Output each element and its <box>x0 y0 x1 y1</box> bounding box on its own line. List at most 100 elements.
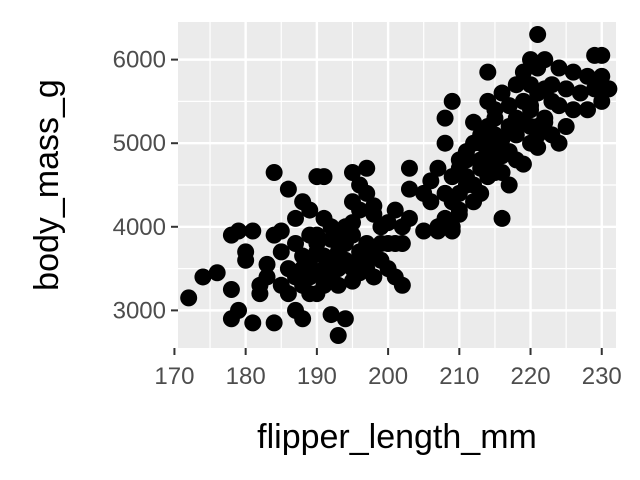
data-point <box>343 163 361 181</box>
data-point <box>222 280 240 298</box>
data-point <box>443 222 461 240</box>
x-tick-label: 170 <box>154 363 194 390</box>
x-tick-label: 180 <box>226 363 266 390</box>
data-point <box>557 80 575 98</box>
data-point <box>593 92 611 110</box>
data-point <box>600 80 618 98</box>
data-point <box>386 201 404 219</box>
data-point <box>301 201 319 219</box>
data-point <box>208 264 226 282</box>
data-point <box>237 251 255 269</box>
data-point <box>351 201 369 219</box>
data-point <box>443 92 461 110</box>
data-point <box>365 197 383 215</box>
data-point <box>500 97 518 115</box>
data-point <box>194 268 212 286</box>
data-point <box>343 214 361 232</box>
data-point <box>265 314 283 332</box>
data-point <box>379 214 397 232</box>
data-point <box>415 222 433 240</box>
data-point <box>258 255 276 273</box>
data-point <box>593 46 611 64</box>
data-point <box>550 134 568 152</box>
data-point <box>493 209 511 227</box>
data-point <box>230 301 248 319</box>
y-tick-label: 6000 <box>113 47 166 74</box>
data-point <box>358 159 376 177</box>
data-point <box>522 97 540 115</box>
data-point <box>258 268 276 286</box>
data-point <box>365 268 383 286</box>
data-point <box>550 59 568 77</box>
data-point <box>507 126 525 144</box>
data-point <box>479 63 497 81</box>
y-axis: 3000 4000 5000 6000 <box>113 47 178 324</box>
data-point <box>543 76 561 94</box>
x-tick-label: 230 <box>582 363 622 390</box>
data-point <box>429 222 447 240</box>
data-point <box>343 226 361 244</box>
data-point <box>564 63 582 81</box>
data-point <box>500 176 518 194</box>
data-point <box>493 84 511 102</box>
data-point <box>564 101 582 119</box>
data-point <box>336 310 354 328</box>
data-point <box>529 138 547 156</box>
y-tick-label: 4000 <box>113 214 166 241</box>
data-point <box>358 235 376 253</box>
data-point <box>244 222 262 240</box>
data-point <box>579 67 597 85</box>
data-point <box>287 235 305 253</box>
x-axis: 170 180 190 200 210 220 230 <box>154 348 622 390</box>
data-point <box>436 109 454 127</box>
data-point <box>514 63 532 81</box>
data-point <box>579 101 597 119</box>
data-points <box>180 26 618 344</box>
data-point <box>507 76 525 94</box>
data-point <box>180 289 198 307</box>
data-point <box>422 172 440 190</box>
data-point <box>287 209 305 227</box>
x-axis-title: flipper_length_mm <box>257 418 537 456</box>
x-tick-label: 200 <box>368 363 408 390</box>
data-point <box>329 326 347 344</box>
x-tick-label: 190 <box>297 363 337 390</box>
x-tick-label: 220 <box>511 363 551 390</box>
data-point <box>294 310 312 328</box>
data-point <box>571 84 589 102</box>
data-point <box>536 51 554 69</box>
data-point <box>436 134 454 152</box>
data-point <box>230 222 248 240</box>
data-point <box>272 222 290 240</box>
data-point <box>529 26 547 44</box>
data-point <box>400 209 418 227</box>
data-point <box>429 159 447 177</box>
data-point <box>514 155 532 173</box>
data-point <box>358 184 376 202</box>
data-point <box>322 306 340 324</box>
data-point <box>493 130 511 148</box>
data-point <box>450 201 468 219</box>
data-point <box>422 193 440 211</box>
data-point <box>550 97 568 115</box>
data-point <box>279 180 297 198</box>
x-tick-label: 210 <box>439 363 479 390</box>
data-point <box>465 113 483 131</box>
data-point <box>472 184 490 202</box>
data-point <box>308 226 326 244</box>
data-point <box>279 285 297 303</box>
data-point <box>265 163 283 181</box>
data-point <box>457 151 475 169</box>
data-point <box>329 276 347 294</box>
data-point <box>400 180 418 198</box>
y-axis-title: body_mass_g <box>28 79 66 291</box>
data-point <box>315 168 333 186</box>
data-point <box>557 117 575 135</box>
data-point <box>393 276 411 294</box>
data-point <box>536 113 554 131</box>
data-point <box>244 314 262 332</box>
data-point <box>272 243 290 261</box>
data-point <box>393 235 411 253</box>
data-point <box>486 109 504 127</box>
